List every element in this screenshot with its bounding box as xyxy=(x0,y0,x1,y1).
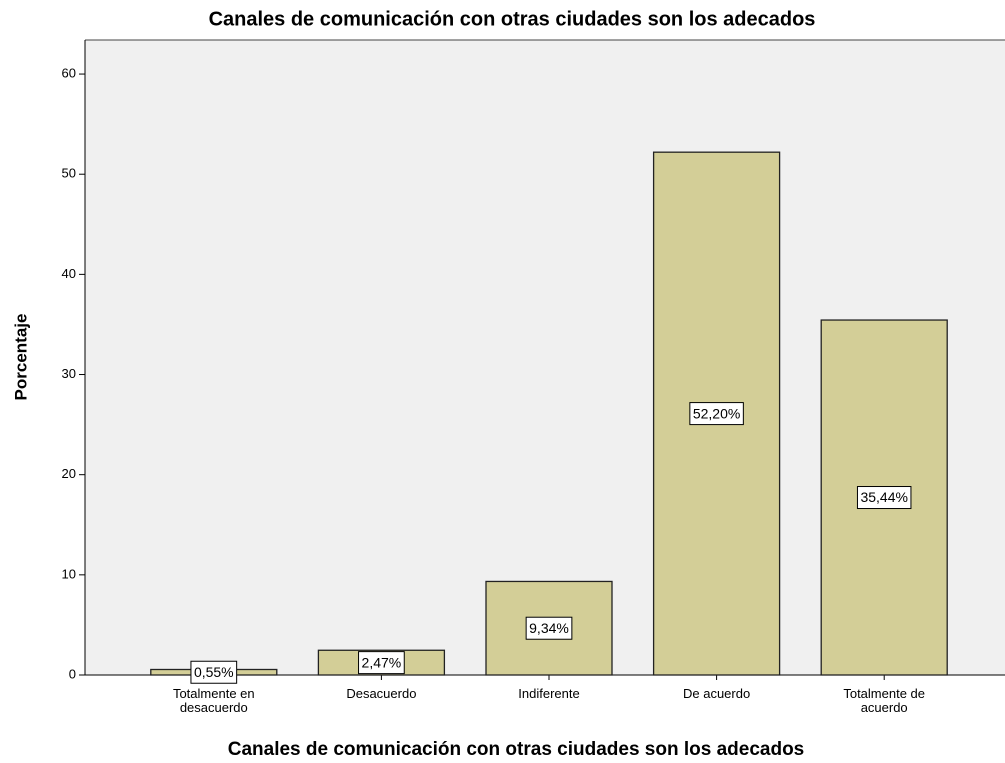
value-label-box xyxy=(525,616,573,640)
x-axis-title: Canales de comunicación con otras ciudad… xyxy=(228,739,805,760)
y-tick-label: 10 xyxy=(62,566,76,581)
value-label: 9,34% xyxy=(529,620,569,636)
y-tick-label: 0 xyxy=(69,666,76,681)
x-tick-label: Totalmente en desacuerdo xyxy=(172,686,255,715)
chart-title: Canales de comunicación con otras ciudad… xyxy=(209,8,816,30)
y-tick-label: 60 xyxy=(62,65,76,80)
value-label-box xyxy=(190,660,238,684)
y-axis-title: Porcentaje xyxy=(11,314,30,401)
y-tick-label: 40 xyxy=(62,266,76,281)
value-label-box xyxy=(689,402,744,426)
x-tick-label: Indiferente xyxy=(518,686,580,701)
value-label: 35,44% xyxy=(860,489,907,505)
value-label-box xyxy=(358,651,405,675)
value-label: 0,55% xyxy=(194,664,234,680)
x-tick-label: De acuerdo xyxy=(682,686,751,701)
x-tick-label: Desacuerdo xyxy=(346,686,417,701)
y-tick-label: 50 xyxy=(62,166,76,181)
value-label: 2,47% xyxy=(362,654,402,670)
value-label-box xyxy=(856,486,912,510)
y-tick-label: 20 xyxy=(62,466,76,481)
y-tick-label: 30 xyxy=(62,366,76,381)
value-label: 52,20% xyxy=(693,405,740,421)
x-tick-label: Totalmente de acuerdo xyxy=(843,686,926,715)
